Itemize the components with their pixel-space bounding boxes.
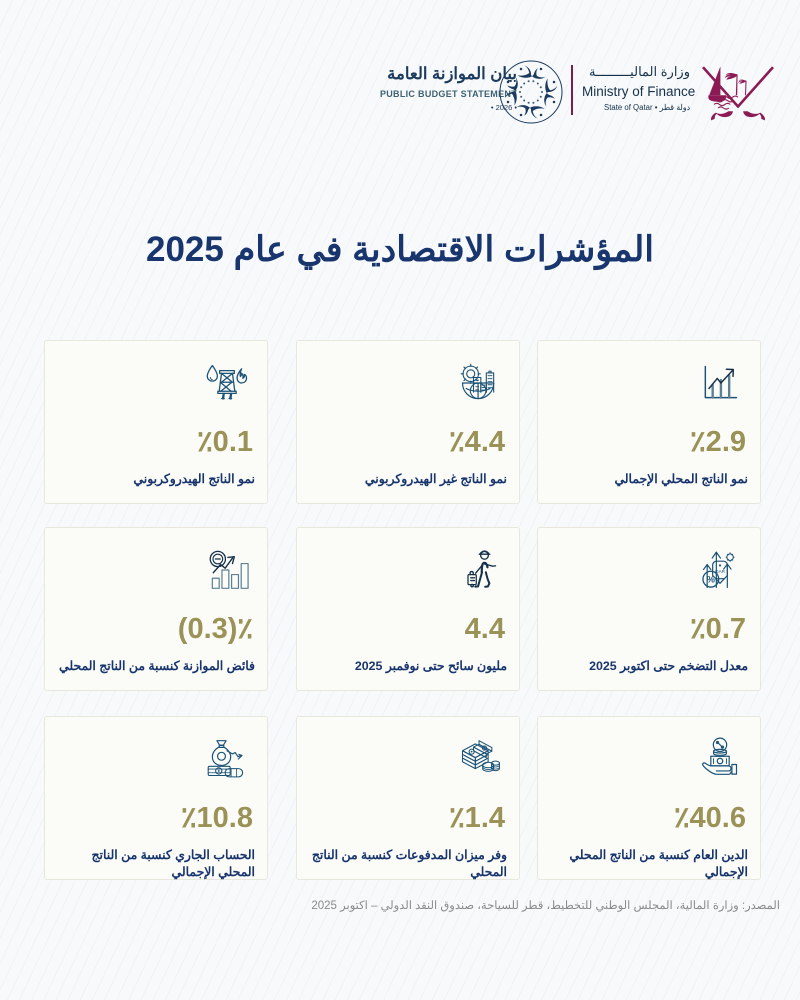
svg-text:%: %	[707, 575, 715, 585]
